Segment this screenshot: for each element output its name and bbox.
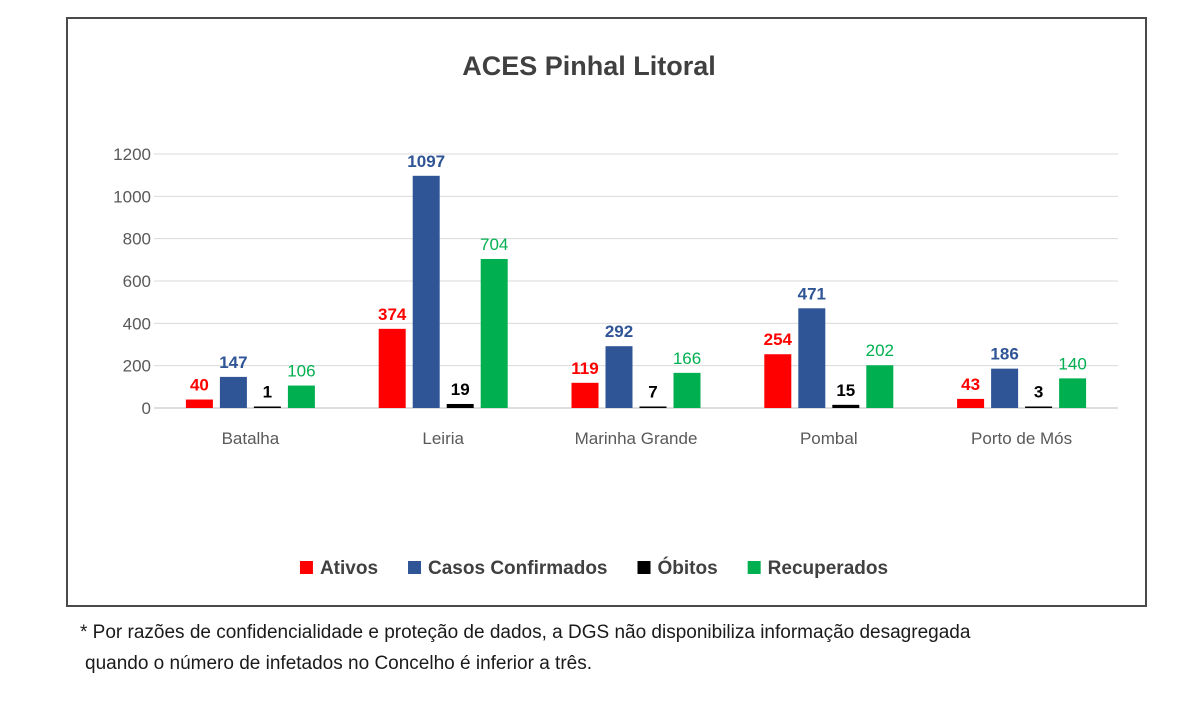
legend-label: Óbitos <box>658 557 718 579</box>
data-label: 119 <box>571 359 598 378</box>
y-tick-label: 1000 <box>113 187 151 206</box>
legend-swatch-casos-confirmados <box>408 561 422 574</box>
bar-ativos <box>571 382 599 408</box>
legend-label: Ativos <box>320 558 378 579</box>
bar-óbitos <box>639 406 667 408</box>
bar-casos-confirmados <box>798 308 826 408</box>
bar-óbitos <box>832 404 860 408</box>
data-label: 374 <box>378 305 407 324</box>
data-label: 40 <box>190 376 209 395</box>
bar-chart: ACES Pinhal Litoral 0 200 400 600 800 1000 1200… <box>113 51 1118 579</box>
x-tick-label: Batalha <box>222 429 280 448</box>
data-label: 3 <box>1034 383 1043 402</box>
data-label: 471 <box>798 284 826 303</box>
legend-swatch-ativos <box>299 561 313 574</box>
data-label: 106 <box>287 362 315 381</box>
legend-swatch-óbitos <box>637 561 651 574</box>
footnote-line-2: quando o número de infetados no Concelho… <box>85 653 592 674</box>
data-label: 254 <box>764 330 793 349</box>
y-tick-label: 400 <box>123 314 151 333</box>
bar-ativos <box>957 398 985 408</box>
bar-casos-confirmados <box>412 175 440 408</box>
chart-frame: ACES Pinhal Litoral 0 200 400 600 800 1000 1200… <box>66 17 1147 607</box>
x-tick-label: Pombal <box>800 429 858 448</box>
chart-title: ACES Pinhal Litoral <box>462 51 716 81</box>
y-tick-label: 600 <box>123 272 151 291</box>
data-label: 292 <box>605 322 633 341</box>
bar-recuperados <box>480 258 508 408</box>
bar-recuperados <box>866 365 894 408</box>
bar-óbitos <box>1025 406 1053 408</box>
y-tick-label: 0 <box>142 399 151 418</box>
data-label: 1 <box>263 383 272 402</box>
data-label: 186 <box>990 345 1018 364</box>
legend-label: Recuperados <box>768 558 888 579</box>
bar-casos-confirmados <box>605 346 633 408</box>
x-tick-label: Marinha Grande <box>575 429 698 448</box>
data-label: 7 <box>648 383 657 402</box>
y-tick-label: 1200 <box>113 145 151 164</box>
data-label: 19 <box>451 380 470 399</box>
bar-ativos <box>378 328 406 408</box>
data-label: 704 <box>480 235 508 254</box>
legend-swatch-recuperados <box>747 561 761 574</box>
bar-óbitos <box>253 406 281 408</box>
data-label: 43 <box>961 375 980 394</box>
bar-casos-confirmados <box>991 368 1019 408</box>
x-tick-label: Leiria <box>422 429 464 448</box>
data-label: 147 <box>219 353 247 372</box>
data-label: 1097 <box>407 152 445 171</box>
bar-recuperados <box>1059 378 1087 408</box>
data-label: 202 <box>866 341 894 360</box>
footnote: * Por razões de confidencialidade e prot… <box>80 617 1180 679</box>
bar-recuperados <box>673 372 701 408</box>
bar-casos-confirmados <box>219 376 247 408</box>
data-label: 140 <box>1058 354 1086 373</box>
data-label: 166 <box>673 349 701 368</box>
bar-óbitos <box>446 403 474 408</box>
y-tick-label: 800 <box>123 230 151 249</box>
bar-ativos <box>185 399 213 408</box>
y-tick-label: 200 <box>123 357 151 376</box>
legend-label: Casos Confirmados <box>428 558 607 579</box>
bar-ativos <box>764 354 792 408</box>
data-label: 15 <box>836 381 855 400</box>
bar-recuperados <box>287 385 315 408</box>
x-tick-label: Porto de Mós <box>971 429 1072 448</box>
footnote-line-1: * Por razões de confidencialidade e prot… <box>80 622 971 643</box>
